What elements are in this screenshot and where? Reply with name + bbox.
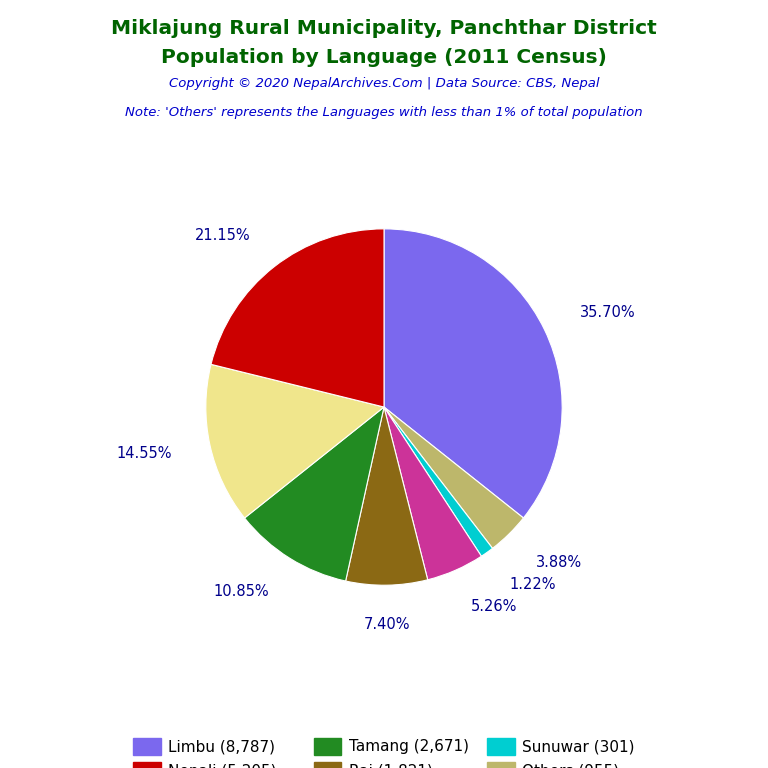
Text: 7.40%: 7.40% (364, 617, 411, 632)
Text: Note: 'Others' represents the Languages with less than 1% of total population: Note: 'Others' represents the Languages … (125, 106, 643, 119)
Text: 10.85%: 10.85% (214, 584, 269, 599)
Wedge shape (211, 229, 384, 407)
Text: 35.70%: 35.70% (580, 305, 635, 320)
Text: 1.22%: 1.22% (510, 577, 556, 592)
Wedge shape (244, 407, 384, 581)
Wedge shape (346, 407, 428, 585)
Text: Copyright © 2020 NepalArchives.Com | Data Source: CBS, Nepal: Copyright © 2020 NepalArchives.Com | Dat… (169, 77, 599, 90)
Wedge shape (384, 407, 492, 556)
Text: 21.15%: 21.15% (194, 228, 250, 243)
Text: Miklajung Rural Municipality, Panchthar District: Miklajung Rural Municipality, Panchthar … (111, 19, 657, 38)
Text: Population by Language (2011 Census): Population by Language (2011 Census) (161, 48, 607, 67)
Wedge shape (206, 364, 384, 518)
Legend: Limbu (8,787), Nepali (5,205), Bantawa (3,581), Tamang (2,671), Rai (1,821), Mag: Limbu (8,787), Nepali (5,205), Bantawa (… (127, 732, 641, 768)
Text: 14.55%: 14.55% (116, 446, 171, 461)
Text: 5.26%: 5.26% (472, 598, 518, 614)
Text: 3.88%: 3.88% (536, 554, 582, 570)
Wedge shape (384, 407, 482, 580)
Wedge shape (384, 407, 524, 548)
Wedge shape (384, 229, 562, 518)
